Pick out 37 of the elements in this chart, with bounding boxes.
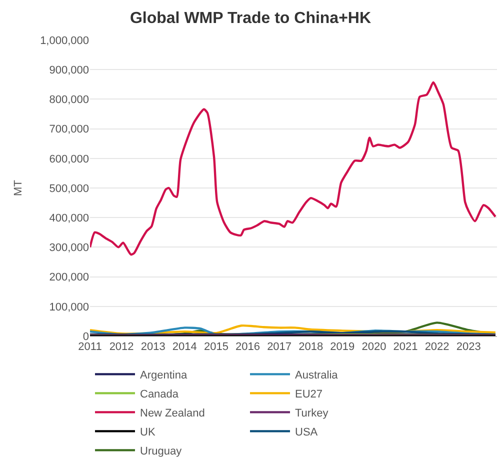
line-series — [90, 324, 497, 335]
x-tick-label: 2011 — [78, 341, 102, 354]
x-tick-label: 2014 — [172, 341, 197, 354]
x-tick-label: 2018 — [298, 341, 324, 354]
x-tick-label: 2019 — [330, 341, 355, 354]
y-tick-label: 0 — [82, 330, 89, 343]
chart-title: Global WMP Trade to China+HK — [130, 10, 372, 27]
x-tick-label: 2023 — [456, 341, 481, 354]
y-tick-label: 500,000 — [49, 182, 89, 195]
legend-label: EU27 — [295, 388, 323, 400]
legend-label: USA — [295, 426, 318, 438]
y-tick-label: 1,000,000 — [40, 34, 89, 47]
y-tick-label: 400,000 — [49, 212, 89, 224]
legend-label: UK — [140, 426, 156, 438]
x-tick-label: 2020 — [362, 341, 386, 354]
y-tick-label: 800,000 — [49, 94, 89, 106]
y-tick-label: 900,000 — [49, 64, 89, 76]
x-tick-label: 2022 — [424, 341, 450, 354]
y-axis-title: MT — [12, 180, 25, 196]
x-tick-label: 2015 — [204, 341, 228, 354]
y-tick-label: 300,000 — [49, 242, 89, 254]
line-series — [90, 81, 497, 256]
legend-label: Australia — [295, 369, 339, 382]
x-tick-label: 2013 — [140, 341, 166, 354]
legend-label: New Zealand — [140, 407, 205, 420]
x-tick-label: 2012 — [109, 341, 134, 354]
x-tick-label: 2016 — [236, 341, 260, 354]
legend-label: Turkey — [295, 407, 329, 420]
legend-label: Argentina — [140, 369, 188, 382]
y-tick-label: 100,000 — [49, 301, 89, 314]
x-tick-label: 2021 — [393, 341, 418, 354]
x-tick-label: 2017 — [267, 341, 292, 354]
y-tick-label: 600,000 — [49, 153, 89, 166]
legend-label: Canada — [140, 388, 180, 400]
legend-label: Uruguay — [140, 445, 182, 458]
y-tick-label: 700,000 — [49, 124, 89, 136]
y-tick-label: 200,000 — [49, 272, 89, 284]
